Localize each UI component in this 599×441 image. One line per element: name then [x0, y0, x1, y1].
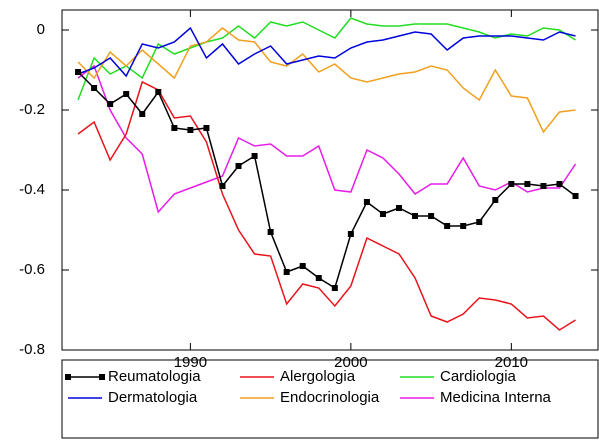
- point-marker: [123, 91, 130, 97]
- point-marker: [347, 231, 354, 237]
- point-marker: [251, 153, 258, 159]
- point-marker: [572, 193, 579, 199]
- legend-label: Endocrinologia: [280, 389, 380, 406]
- plot-frame: [61, 9, 599, 351]
- y-tick-label: -0.2: [19, 101, 45, 118]
- series-line: [77, 64, 577, 214]
- y-tick-label: 0: [37, 21, 45, 38]
- point-marker: [203, 125, 210, 131]
- series-line: [77, 26, 576, 78]
- series-line: [77, 80, 576, 331]
- point-marker: [299, 263, 306, 269]
- legend-label: Cardiologia: [440, 368, 517, 385]
- point-marker: [476, 219, 483, 225]
- point-marker: [75, 69, 82, 75]
- point-marker: [540, 183, 547, 189]
- point-marker: [155, 89, 162, 95]
- point-marker: [235, 163, 242, 169]
- legend-box: [61, 359, 599, 439]
- x-tick-label: 2010: [495, 354, 528, 371]
- series-line: [77, 27, 576, 134]
- point-marker: [412, 213, 419, 219]
- legend-marker: [65, 374, 71, 380]
- point-marker: [171, 125, 178, 131]
- point-marker: [91, 85, 98, 91]
- point-marker: [508, 181, 515, 187]
- point-marker: [492, 197, 499, 203]
- point-marker: [363, 199, 370, 205]
- point-marker: [283, 269, 290, 275]
- point-marker: [139, 111, 146, 117]
- legend-label: Medicina Interna: [440, 389, 552, 406]
- point-marker: [315, 275, 322, 281]
- legend-label: Dermatologia: [108, 389, 198, 406]
- point-marker: [219, 183, 226, 189]
- x-tick-label: 1990: [174, 354, 207, 371]
- legend-label: Alergologia: [280, 368, 356, 385]
- point-marker: [460, 223, 467, 229]
- point-marker: [107, 101, 114, 107]
- x-tick-label: 2000: [334, 354, 367, 371]
- point-marker: [444, 223, 451, 229]
- point-marker: [267, 229, 274, 235]
- point-marker: [556, 181, 563, 187]
- point-marker: [396, 205, 403, 211]
- y-tick-label: -0.6: [19, 261, 45, 278]
- legend-marker: [99, 374, 105, 380]
- point-marker: [524, 181, 531, 187]
- legend-label: Reumatologia: [108, 368, 201, 385]
- point-marker: [187, 127, 194, 133]
- point-marker: [379, 211, 386, 217]
- point-marker: [428, 213, 435, 219]
- point-marker: [331, 285, 338, 291]
- y-tick-label: -0.4: [19, 181, 45, 198]
- series-line: [77, 71, 576, 290]
- series-line: [77, 17, 576, 101]
- y-tick-label: -0.8: [19, 341, 45, 358]
